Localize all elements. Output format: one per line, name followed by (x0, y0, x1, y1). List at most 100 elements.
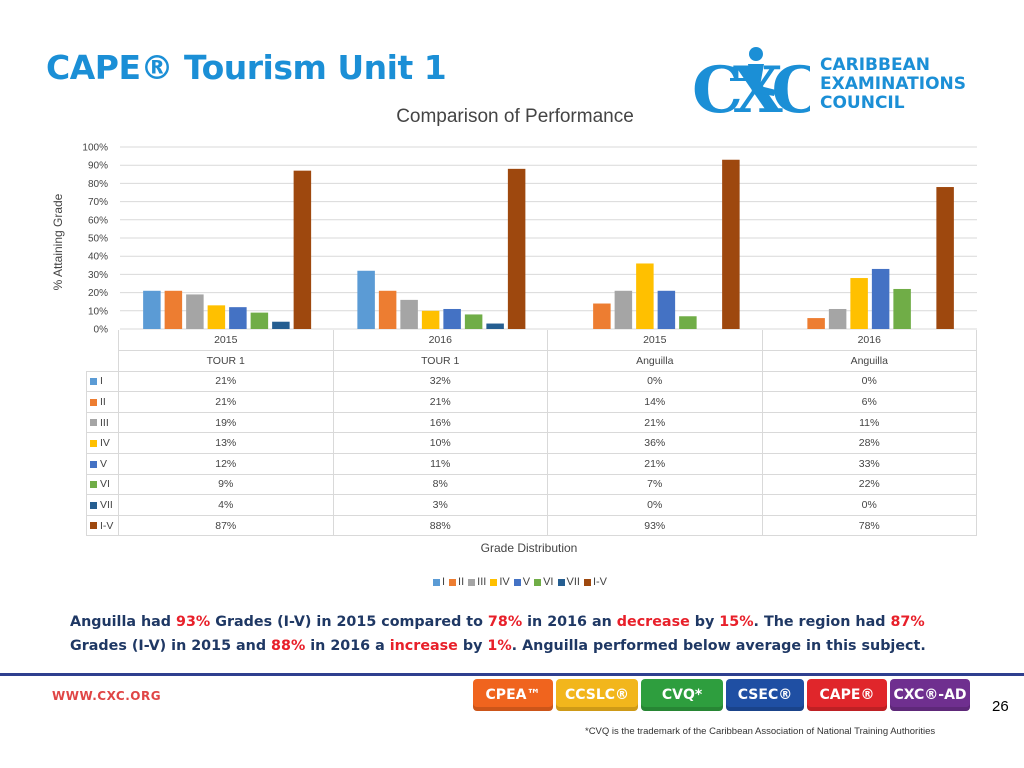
y-tick-label: 100% (82, 143, 108, 154)
table-cell: 0% (547, 370, 763, 393)
logo-line-2: EXAMINATIONS (820, 74, 967, 94)
table-cell: 21% (118, 391, 334, 413)
summary-part: by (689, 614, 720, 630)
summary-part: Grades (I-V) in 2015 and (70, 638, 272, 654)
legend-item: IV (490, 576, 510, 588)
data-table: 2015 2016 2015 2016 TOUR 1 TOUR 1 Anguilla Ang… (86, 330, 977, 537)
table-cell: 14% (547, 391, 763, 413)
table-cell: 8% (332, 473, 548, 496)
table-group-cell: TOUR 1 (332, 350, 548, 372)
legend-swatch (90, 378, 97, 386)
legend-item: III (468, 576, 486, 588)
table-row: V 12% 11% 21% 33% (86, 453, 977, 475)
table-series-key: IV (86, 432, 119, 455)
summary-highlight: decrease (616, 614, 690, 630)
table-cell: 88% (332, 514, 548, 537)
table-cell: 33% (761, 453, 977, 475)
bar-IV-0 (207, 305, 226, 329)
summary-highlight: 93% (176, 614, 211, 630)
footnote: *CVQ is the trademark of the Caribbean A… (585, 726, 936, 737)
bar-I-1 (357, 270, 375, 329)
table-year-cell: 2015 (118, 330, 334, 352)
bar-V-2 (657, 290, 676, 329)
table-cell: 7% (547, 473, 763, 496)
bar-VII-0 (272, 321, 290, 329)
table-cell: 0% (761, 370, 977, 393)
table-row: III 19% 16% 21% 11% (86, 411, 977, 434)
table-cell: 10% (332, 432, 548, 455)
summary-part: in 2016 a (305, 638, 390, 654)
table-cell: 16% (332, 411, 548, 434)
legend-swatch (90, 522, 97, 530)
table-group-cell: TOUR 1 (118, 350, 334, 372)
y-tick-label: 80% (88, 179, 108, 190)
table-group-cell: Anguilla (761, 350, 977, 372)
table-cell: 12% (118, 453, 334, 475)
badge-0: CPEA™ (473, 679, 553, 711)
slide-title: CAPE® Tourism Unit 1 (46, 48, 447, 87)
bar-I-V-3 (936, 187, 954, 329)
table-cell: 0% (547, 494, 763, 516)
chart-title: Comparison of Performance (396, 106, 634, 127)
summary-part: Anguilla had (70, 614, 177, 630)
bar-III-3 (828, 308, 847, 329)
table-group-cell: Anguilla (547, 350, 763, 372)
legend-item: V (513, 576, 530, 588)
y-tick-label: 30% (88, 270, 108, 281)
table-row: VII 4% 3% 0% 0% (86, 494, 977, 516)
table-year-cell: 2016 (332, 330, 548, 352)
summary-part: in 2016 an (522, 614, 617, 630)
y-tick-label: 90% (88, 161, 108, 172)
table-cell: 9% (118, 473, 334, 496)
bar-I-0 (143, 290, 161, 329)
table-cell: 3% (332, 494, 548, 516)
summary-highlight: 1% (487, 638, 512, 654)
y-tick-label: 20% (88, 288, 108, 299)
table-row: VI 9% 8% 7% 22% (86, 473, 977, 496)
logo-line-1: CARIBBEAN (820, 55, 930, 75)
table-row: IV 13% 10% 36% 28% (86, 432, 977, 455)
table-cell: 28% (761, 432, 977, 455)
table-cell: 93% (547, 514, 763, 537)
table-row: II 21% 21% 14% 6% (86, 391, 977, 413)
bar-III-2 (614, 290, 633, 329)
table-cell: 21% (547, 411, 763, 434)
table-cell: 21% (118, 370, 334, 393)
cxc-logo: CXC CARIBBEAN EXAMINATIONS COUNCIL (690, 40, 990, 135)
legend-swatch (90, 460, 97, 468)
bar-IV-3 (850, 278, 868, 329)
table-cell: 6% (761, 391, 977, 413)
table-cell: 22% (761, 473, 977, 496)
legend-item: VI (534, 576, 554, 588)
legend-swatch (468, 578, 476, 586)
table-cell: 32% (332, 370, 548, 393)
bar-IV-1 (421, 310, 440, 329)
legend-swatch (449, 578, 457, 586)
legend-swatch (490, 578, 498, 586)
badge-3: CSEC® (726, 679, 804, 711)
table-cell: 21% (547, 453, 763, 475)
summary-text: Anguilla had 93% Grades (I-V) in 2015 co… (70, 610, 970, 658)
bar-III-0 (186, 294, 204, 329)
legend-swatch (90, 481, 97, 489)
table-series-key: II (86, 391, 119, 413)
cxc-logo-mark-icon: CXC (692, 47, 810, 128)
legend-item: I (432, 576, 445, 588)
bar-II-3 (807, 318, 825, 329)
table-series-key: III (86, 411, 119, 434)
legend-item: VII (557, 576, 580, 588)
table-series-key: VI (86, 473, 119, 496)
bar-V-3 (871, 268, 890, 329)
legend-swatch (90, 501, 97, 509)
bar-chart: 0% 10% 20% 30% 40% 50% 60% 70% 80% 90% 100% (82, 143, 977, 336)
y-tick-label: 0% (94, 325, 109, 336)
table-cell: 19% (118, 411, 334, 434)
website-link[interactable]: WWW.CXC.ORG (52, 689, 162, 703)
legend-swatch (557, 578, 565, 586)
bar-VI-1 (464, 314, 483, 329)
bar-VI-0 (250, 312, 269, 329)
table-row: I-V 87% 88% 93% 78% (86, 514, 977, 537)
table-cell: 87% (118, 514, 334, 537)
table-cell: 78% (761, 514, 977, 537)
table-year-row: 2015 2016 2015 2016 (87, 330, 977, 352)
